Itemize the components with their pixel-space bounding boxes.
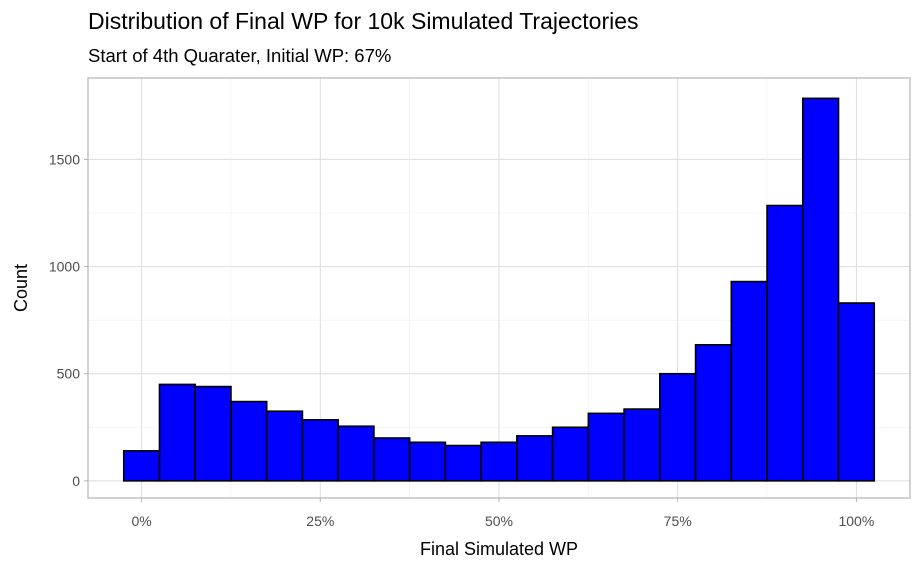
x-tick-label: 0% [131,513,151,529]
histogram-bar [444,444,482,482]
histogram-bars [122,97,876,482]
histogram-bar [122,450,161,482]
histogram-bar [408,441,447,482]
y-axis-ticks: 0 500 1000 1500 [49,151,88,489]
histogram-bar [659,372,697,482]
histogram-bar [551,426,590,482]
histogram-bar [158,383,197,482]
y-tick-label: 500 [57,366,81,382]
histogram-bar [337,425,375,482]
histogram-bar [801,97,840,482]
x-axis-title: Final Simulated WP [420,539,578,559]
histogram-bar [373,437,411,482]
histogram-bar [766,204,804,482]
x-tick-label: 75% [664,513,692,529]
chart-title: Distribution of Final WP for 10k Simulat… [88,8,639,34]
x-tick-label: 50% [485,513,513,529]
histogram-bar [730,280,768,482]
y-tick-label: 1500 [49,151,80,167]
chart-subtitle: Start of 4th Quarater, Initial WP: 67% [88,45,392,66]
y-tick-label: 0 [72,473,80,489]
histogram-bar [587,412,625,482]
histogram-bar [694,343,733,482]
x-axis-ticks: 0% 25% 50% 75% 100% [131,498,874,529]
y-axis-title: Count [11,264,31,312]
histogram-bar [230,400,268,482]
y-tick-label: 1000 [49,259,80,275]
histogram-bar [623,408,661,482]
histogram-bar [480,441,518,482]
histogram-bar [265,410,304,482]
x-tick-label: 25% [306,513,334,529]
histogram-bar [837,302,876,482]
x-tick-label: 100% [838,513,874,529]
histogram-bar [194,385,232,482]
histogram-bar [301,418,339,482]
histogram-bar [516,435,554,482]
